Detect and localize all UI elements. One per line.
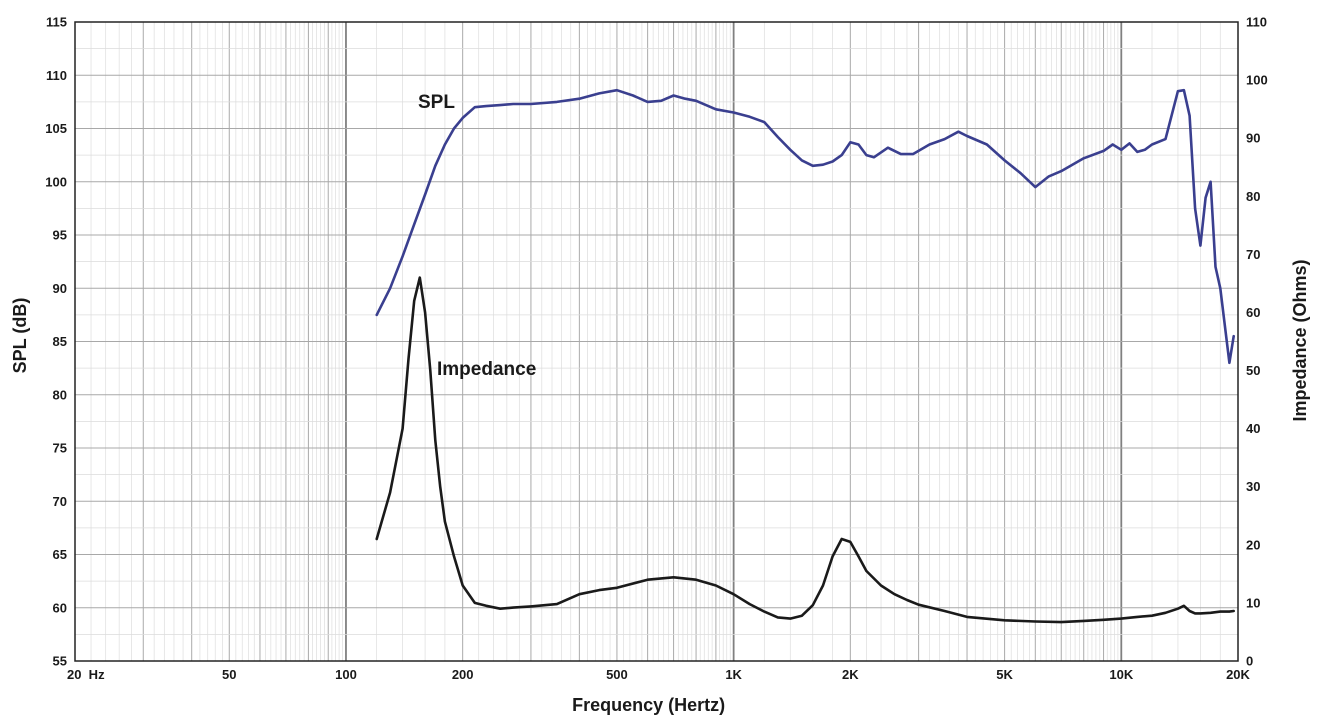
x-tick-label: 2K <box>842 667 859 682</box>
y-right-tick-label: 90 <box>1246 131 1260 146</box>
y-left-axis-label: SPL (dB) <box>10 298 30 374</box>
y-right-tick-label: 80 <box>1246 189 1260 204</box>
y-left-tick-label: 60 <box>53 600 67 615</box>
y-right-tick-labels: 0 10 20 30 40 50 60 70 80 90 100 110 <box>1246 15 1268 669</box>
y-right-tick-label: 40 <box>1246 421 1260 436</box>
x-tick-label: 50 <box>222 667 236 682</box>
x-tick-label: 20 Hz <box>67 667 105 682</box>
series-layer <box>375 88 1235 624</box>
y-right-tick-label: 60 <box>1246 305 1260 320</box>
x-tick-label: 20K <box>1226 667 1250 682</box>
x-tick-label: 100 <box>335 667 357 682</box>
plot-frame <box>74 21 1239 662</box>
y-left-tick-label: 55 <box>53 654 67 669</box>
y-right-axis-label: Impedance (Ohms) <box>1290 259 1310 421</box>
y-right-tick-label: 50 <box>1246 363 1260 378</box>
y-right-tick-label: 10 <box>1246 595 1260 610</box>
grid <box>74 21 1239 662</box>
y-right-tick-label: 110 <box>1246 15 1267 30</box>
spl-curve-label: SPL <box>418 92 455 113</box>
y-right-tick-label: 100 <box>1246 73 1268 88</box>
spl-curve <box>375 88 1235 365</box>
y-right-tick-label: 20 <box>1246 537 1260 552</box>
y-left-tick-label: 70 <box>53 494 67 509</box>
y-left-tick-label: 85 <box>53 334 67 349</box>
x-tick-label: 5K <box>996 667 1013 682</box>
y-left-tick-label: 110 <box>46 68 67 83</box>
y-left-tick-label: 115 <box>46 15 67 30</box>
y-left-tick-label: 80 <box>53 387 67 402</box>
x-tick-label: 200 <box>452 667 474 682</box>
impedance-curve-label: Impedance <box>437 359 536 380</box>
y-left-tick-label: 100 <box>45 174 67 189</box>
y-left-tick-label: 95 <box>53 228 67 243</box>
y-right-tick-label: 30 <box>1246 479 1260 494</box>
impedance-curve <box>375 276 1235 624</box>
y-right-tick-label: 0 <box>1246 654 1253 669</box>
x-tick-labels: 20 Hz 50 100 200 500 1K 2K 5K 10K 20K <box>67 667 1251 682</box>
y-right-tick-label: 70 <box>1246 247 1260 262</box>
x-axis-label: Frequency (Hertz) <box>572 695 725 715</box>
y-left-tick-label: 105 <box>45 121 67 136</box>
y-left-tick-labels: 55 60 65 70 75 80 85 90 95 100 105 110 115 <box>45 15 67 669</box>
x-tick-label: 10K <box>1109 667 1133 682</box>
y-left-tick-label: 65 <box>53 547 67 562</box>
x-tick-label: 500 <box>606 667 628 682</box>
y-left-tick-label: 75 <box>53 441 67 456</box>
y-left-tick-label: 90 <box>53 281 67 296</box>
x-tick-label: 1K <box>725 667 742 682</box>
